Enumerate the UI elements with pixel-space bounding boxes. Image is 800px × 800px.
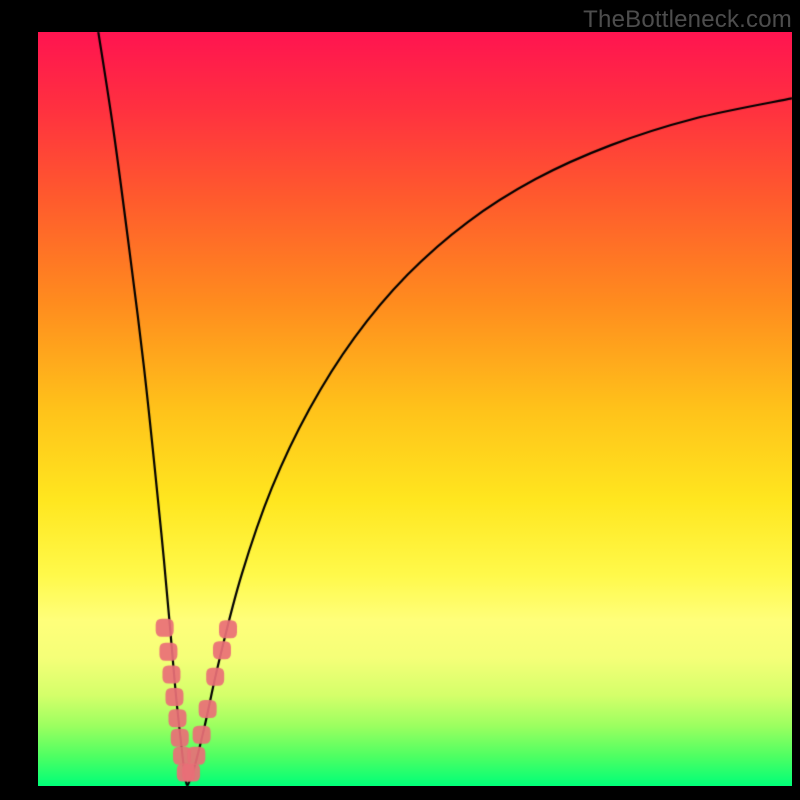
chart-root: TheBottleneck.com	[0, 0, 800, 800]
curve-canvas	[0, 0, 800, 800]
watermark-text: TheBottleneck.com	[583, 6, 792, 34]
